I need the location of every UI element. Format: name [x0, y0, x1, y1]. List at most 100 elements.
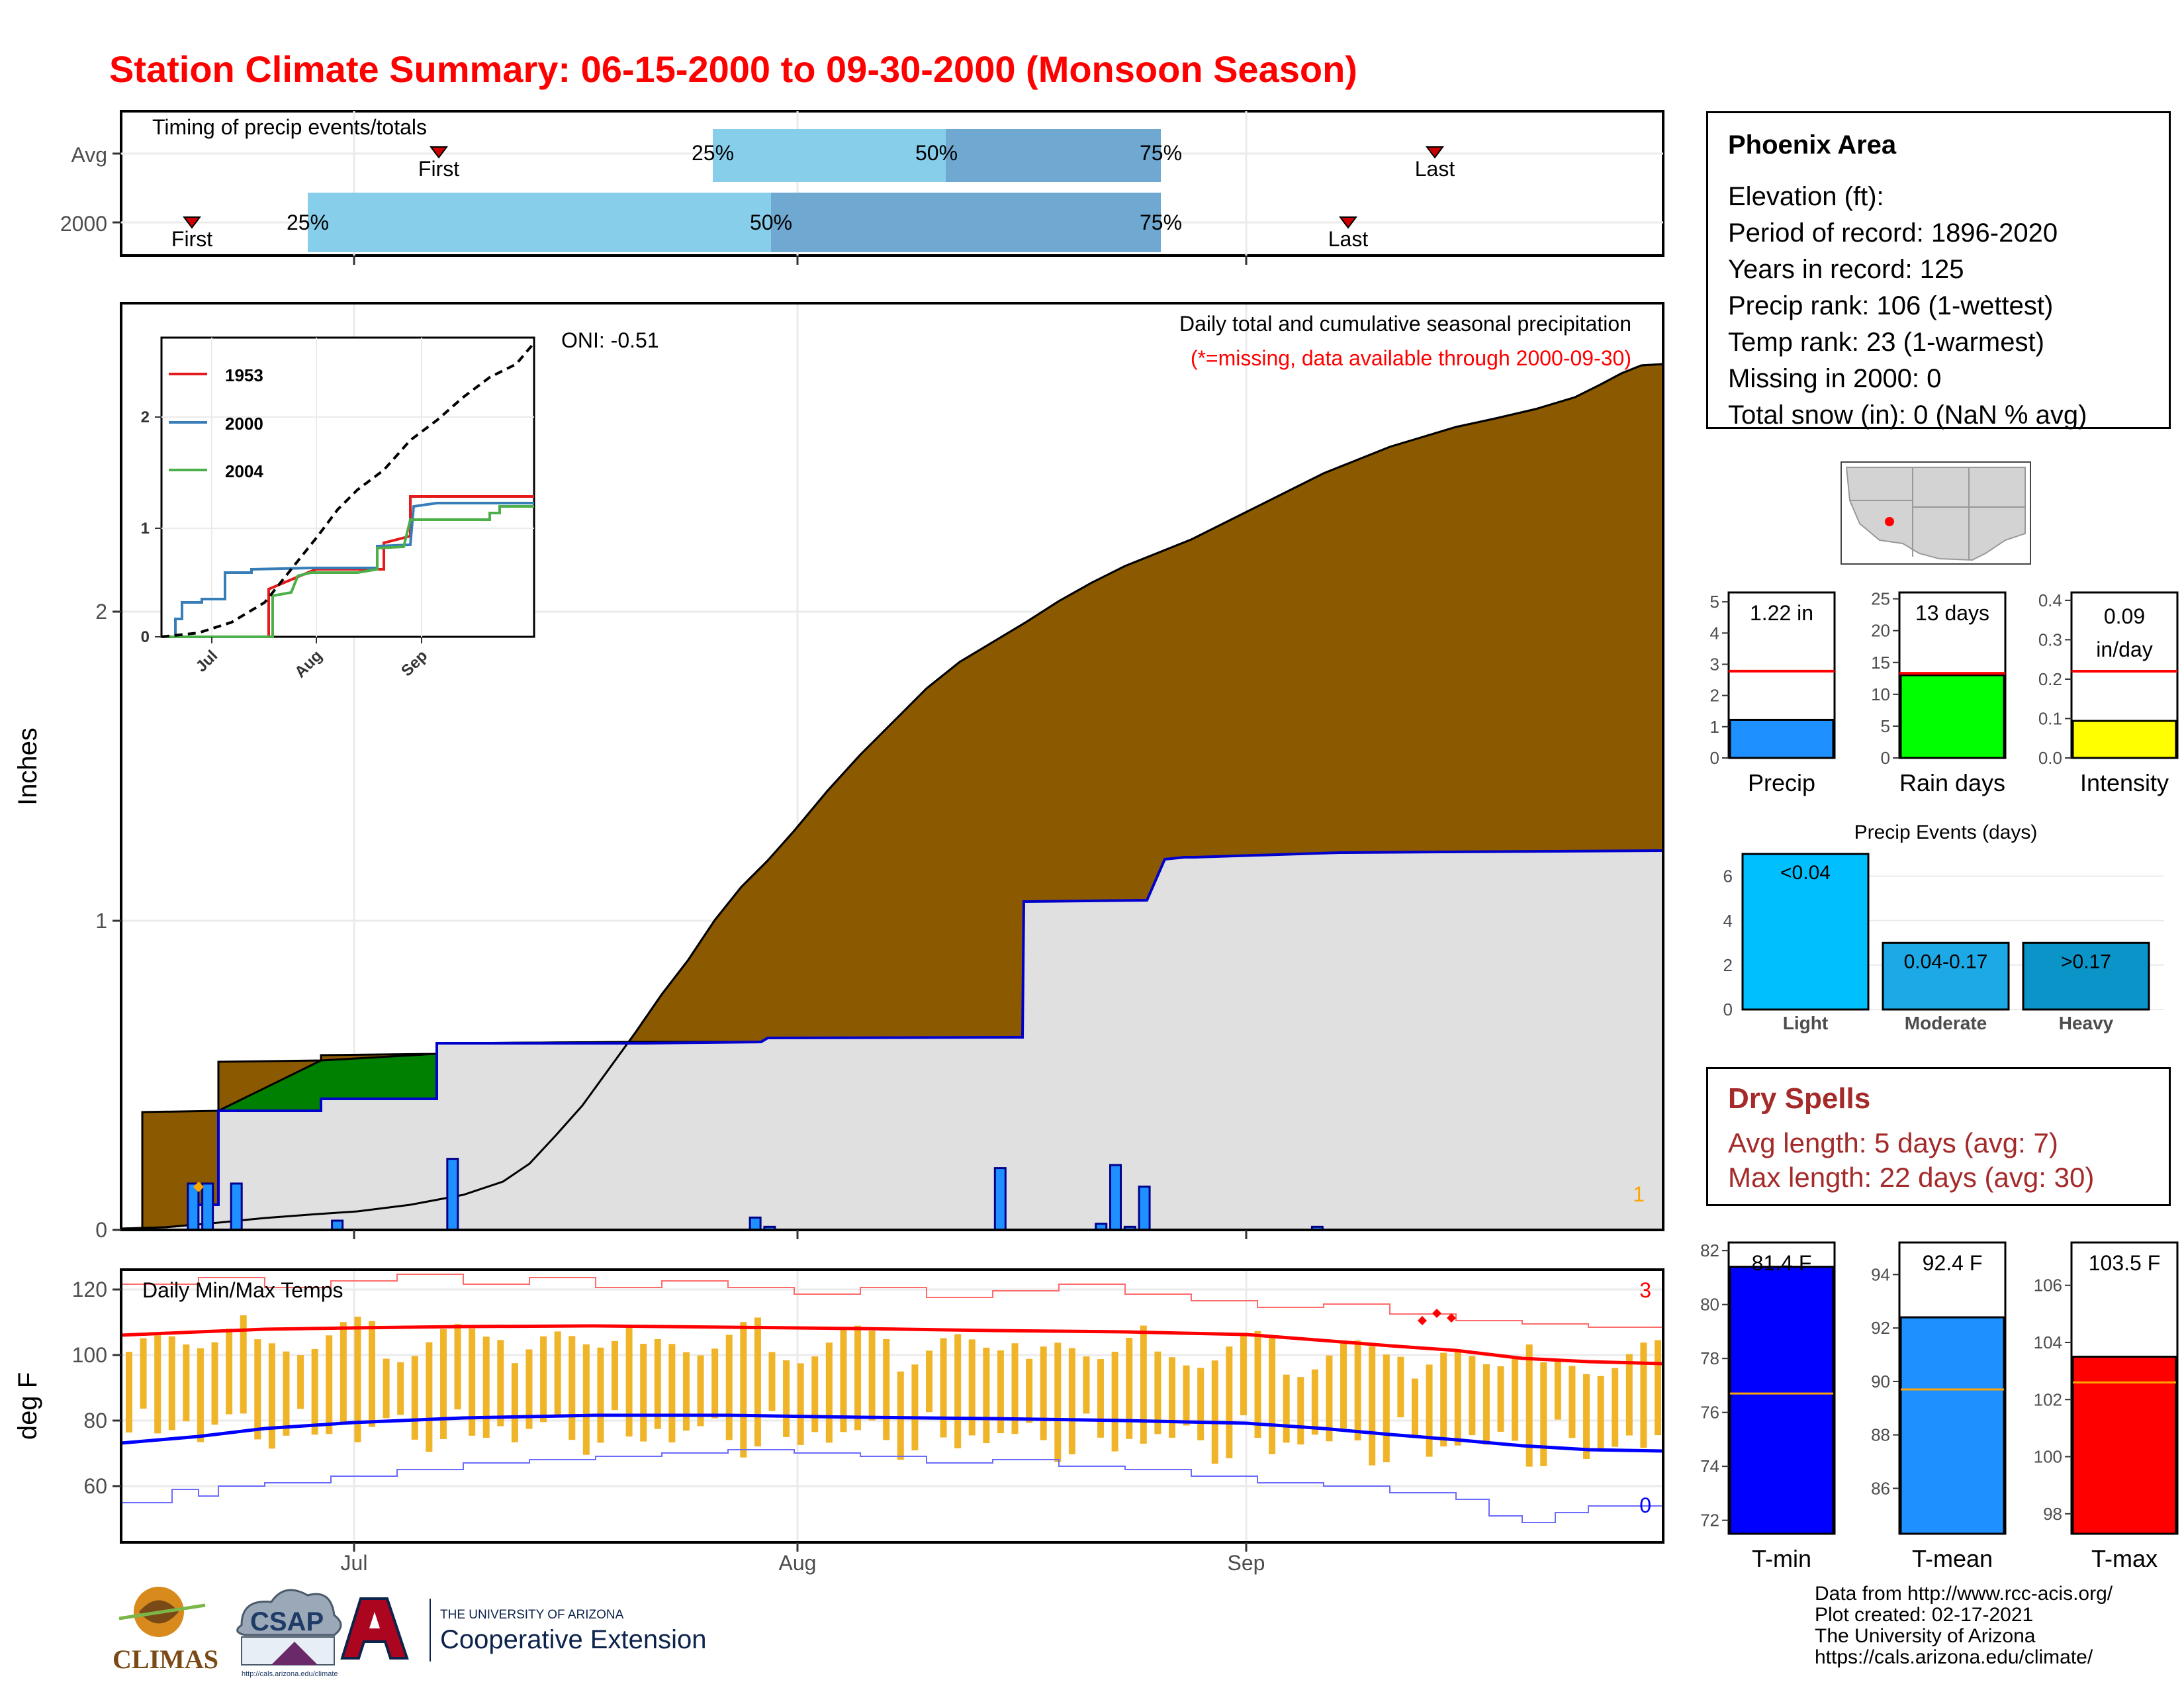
- daily-temp-range-bar: [697, 1355, 704, 1427]
- ua-logo-small-text: THE UNIVERSITY OF ARIZONA: [440, 1608, 624, 1622]
- daily-precip-bar: [1109, 1164, 1122, 1231]
- precip-event-bar: [1741, 853, 1870, 1011]
- daily-temp-range-bar: [283, 1351, 290, 1436]
- daily-temp-range-bar: [354, 1317, 361, 1442]
- credit-data-source: Data from http://www.rcc-acis.org/: [1815, 1583, 2113, 1605]
- precip-ytick-0: 0: [95, 1218, 107, 1242]
- intensity-value: 0.09: [2104, 604, 2145, 628]
- temp-summary-tick-label: 88: [1871, 1425, 1890, 1445]
- precip-events-chart: Precip Events (days) 0 2 4 6 <0.04 0.04-0.17…: [1723, 821, 2164, 1033]
- summary-tick-label: 10: [1871, 684, 1890, 704]
- daily-temp-range-bar: [1540, 1362, 1547, 1466]
- daily-temp-range-bar: [1168, 1357, 1175, 1438]
- daily-temp-range-bar: [597, 1347, 604, 1443]
- summary-tick-label: 5: [1710, 592, 1719, 612]
- daily-temp-range-bars: [126, 1315, 1661, 1467]
- daily-temp-range-bar: [1011, 1343, 1019, 1434]
- daily-temp-range-bar: [1026, 1358, 1033, 1423]
- daily-temp-range-bar: [1525, 1344, 1533, 1467]
- precip-desc-line1: Daily total and cumulative seasonal prec…: [1179, 312, 1631, 336]
- temp-count-low: 0: [1639, 1493, 1651, 1517]
- daily-precip-bar: [749, 1216, 762, 1231]
- precip-events-xtick-light: Light: [1783, 1013, 1828, 1033]
- daily-temp-range-bar: [925, 1350, 933, 1413]
- daily-precip-bar: [201, 1182, 214, 1231]
- daily-temp-range-bar: [1068, 1348, 1075, 1454]
- temp-summary-tick-label: 102: [2034, 1389, 2062, 1409]
- missing-marker: [193, 1182, 204, 1192]
- intensity-unit: in/day: [2096, 637, 2152, 661]
- y2000-cumulative-fill: [121, 851, 1663, 1230]
- raindays-summary-label: Rain days: [1899, 769, 2005, 796]
- daily-temp-range-bar: [754, 1317, 761, 1447]
- daily-temp-range-bar: [1054, 1342, 1062, 1462]
- csap-logo-text: CSAP: [250, 1607, 324, 1636]
- info-years: Years in record: 125: [1728, 255, 1964, 284]
- credits-block: Data from http://www.rcc-acis.org/ Plot …: [1815, 1583, 2113, 1668]
- summary-tick-label: 0.1: [2038, 708, 2062, 728]
- daily-temp-range-bar: [326, 1335, 333, 1434]
- inset-2000-line: [161, 502, 534, 638]
- record-high-line: [121, 1274, 1663, 1328]
- temp-summary-tick-label: 92: [1871, 1318, 1890, 1338]
- summary-bars: 0 1 2 3 4 5 1.22 in Precip 0 5 10 15 20 25 13 days…: [1710, 589, 2179, 796]
- daily-temp-range-bar: [1226, 1346, 1233, 1458]
- daily-temp-range-bar: [954, 1334, 962, 1448]
- daily-temp-range-bar: [1111, 1352, 1118, 1452]
- inset-legend-2004: 2004: [225, 461, 263, 481]
- daily-temp-range-bar: [1340, 1343, 1347, 1429]
- avg-last-marker: [1426, 146, 1444, 159]
- xtick-aug: Aug: [779, 1551, 817, 1575]
- daily-temp-range-bar: [968, 1339, 976, 1436]
- tmax-value: 103.5 F: [2089, 1251, 2161, 1275]
- oni-value: ONI: -0.51: [561, 328, 659, 352]
- x-axis-labels: Jul Aug Sep: [341, 1551, 1265, 1575]
- precip-events-title: Precip Events (days): [1854, 821, 2038, 843]
- tmin-label: T-min: [1752, 1545, 1811, 1572]
- station-location-marker: [1885, 517, 1894, 526]
- credit-url: https://cals.arizona.edu/climate/: [1815, 1646, 2093, 1668]
- daily-temp-range-bar: [625, 1327, 633, 1437]
- daily-temp-range-bar: [383, 1358, 390, 1419]
- precip-event-bar: [2022, 941, 2150, 1011]
- daily-temp-range-bar: [426, 1342, 433, 1452]
- daily-temp-range-bar: [1126, 1338, 1133, 1439]
- raindays-value: 13 days: [1915, 601, 1989, 625]
- daily-temp-range-bar: [1140, 1325, 1147, 1444]
- daily-temp-range-bar: [1583, 1374, 1590, 1459]
- timing-row-avg-label: Avg: [71, 143, 107, 167]
- daily-temp-range-bar: [469, 1328, 476, 1436]
- daily-temp-range-bar: [1411, 1378, 1418, 1438]
- daily-temp-range-bar: [1426, 1364, 1433, 1457]
- temp-summary-tick-label: 90: [1871, 1372, 1890, 1391]
- y2000-first-label: First: [171, 227, 212, 251]
- tmin-bar: [1729, 1266, 1835, 1535]
- daily-temp-range-bar: [1083, 1356, 1090, 1414]
- daily-precip-bar: [993, 1167, 1007, 1231]
- daily-temp-range-bar: [983, 1347, 990, 1444]
- locator-map: [1841, 461, 2031, 565]
- daily-temp-range-bar: [1240, 1334, 1247, 1416]
- summary-tick-label: 0: [1881, 748, 1890, 768]
- daily-temp-range-bar: [569, 1336, 576, 1440]
- summary-tick-label: 15: [1871, 653, 1890, 673]
- daily-temp-range-bar: [240, 1315, 247, 1414]
- csap-logo-url: http://cals.arizona.edu/climate: [242, 1670, 338, 1678]
- summary-tick-label: 2: [1710, 686, 1719, 706]
- precip-ytick-2: 2: [95, 600, 107, 624]
- daily-temp-range-bar: [1397, 1356, 1404, 1418]
- daily-temp-range-bar: [654, 1338, 661, 1429]
- temp-count-high: 3: [1639, 1278, 1651, 1302]
- daily-temp-range-bar: [1211, 1360, 1218, 1464]
- info-temp-rank: Temp rank: 23 (1-warmest): [1728, 328, 2044, 357]
- precip-corner-count: 1: [1633, 1182, 1645, 1206]
- temp-chart-label: Daily Min/Max Temps: [142, 1278, 343, 1302]
- daily-temp-range-bar: [1369, 1346, 1376, 1466]
- daily-temp-range-bar: [554, 1331, 561, 1417]
- daily-precip-bar: [230, 1182, 243, 1231]
- daily-temp-range-bar: [154, 1332, 161, 1434]
- inset-2004-line: [161, 505, 534, 638]
- avg-first-marker: [430, 146, 448, 159]
- logos: CLIMAS CSAP http://cals.arizona.edu/clim…: [113, 1587, 706, 1678]
- daily-temp-range-bar: [1497, 1366, 1504, 1432]
